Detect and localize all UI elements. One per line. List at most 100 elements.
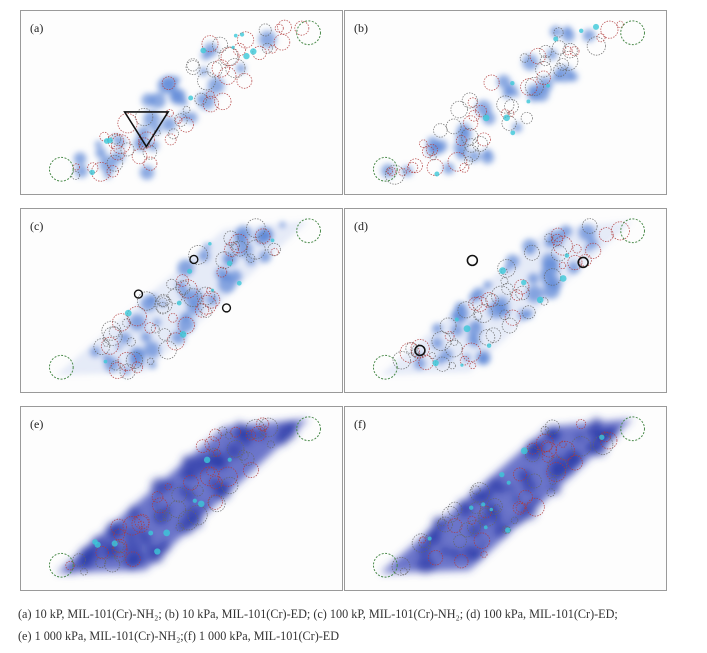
density-blob (413, 357, 426, 370)
density-blob (133, 136, 148, 151)
density-plot-c (48, 218, 321, 380)
framework-cage (422, 145, 435, 158)
density-blob (143, 110, 161, 128)
framework-cage (464, 138, 479, 153)
framework-cage (450, 100, 468, 119)
framework-cage (562, 42, 578, 59)
density-blob (591, 417, 602, 429)
framework-cage (526, 497, 545, 517)
framework-cage (270, 247, 279, 257)
framework-cage (585, 242, 602, 259)
highlight-spot (233, 33, 238, 38)
framework-cage (448, 362, 456, 370)
framework-cage (501, 115, 517, 131)
density-blob (484, 489, 493, 498)
highlight-spot (154, 548, 161, 555)
framework-cage (535, 61, 552, 78)
highlight-spot (536, 296, 544, 304)
framework-cage (447, 151, 468, 172)
density-blob (401, 165, 413, 177)
framework-cage (208, 475, 223, 490)
framework-cage (407, 161, 419, 174)
framework-cage (165, 109, 174, 118)
framework-cage (220, 47, 240, 67)
density-blob (161, 116, 177, 132)
density-blob (203, 42, 218, 57)
density-blob (589, 438, 608, 457)
framework-cage (459, 355, 470, 366)
framework-cage (112, 313, 131, 332)
density-blob (216, 482, 231, 496)
density-blob (449, 548, 459, 558)
density-blob (561, 29, 575, 43)
highlight-spot (599, 434, 605, 440)
density-blob (568, 71, 579, 82)
density-blob (206, 293, 219, 306)
framework-cage (72, 553, 86, 567)
framework-cage (156, 293, 171, 308)
framework-cage (481, 292, 497, 308)
highlight-spot (89, 169, 95, 176)
framework-cage (122, 318, 132, 328)
framework-cage (199, 466, 220, 487)
framework-cage (599, 431, 611, 443)
density-cloud (73, 30, 277, 180)
framework-cage (206, 467, 215, 476)
framework-cage (95, 557, 107, 568)
density-blob (175, 280, 188, 292)
highlight-spot (482, 114, 490, 122)
highlight-spot (103, 359, 108, 364)
framework-cage (91, 162, 111, 182)
density-blob (140, 331, 152, 343)
density-blob (524, 442, 543, 460)
framework-cage (95, 546, 109, 560)
highlight-spots (89, 32, 257, 176)
density-blob (148, 360, 157, 370)
highlight-spot (481, 502, 486, 507)
density-blob (139, 165, 155, 180)
highlight-spot (188, 95, 194, 101)
framework-cage (110, 518, 128, 536)
framework-cage (252, 45, 267, 61)
highlight-spot (179, 331, 187, 338)
highlight-spot (579, 28, 584, 33)
framework-cage (144, 322, 156, 334)
density-blob (75, 165, 88, 178)
framework-cage (80, 568, 88, 576)
density-blob (517, 309, 529, 321)
framework-cage (206, 61, 223, 78)
highlight-spot (486, 343, 492, 348)
framework-cage (236, 72, 253, 89)
framework-cage (553, 235, 573, 256)
framework-cage (202, 95, 220, 113)
framework-cage (467, 97, 478, 108)
density-blob (468, 150, 481, 163)
density-blob (442, 162, 455, 175)
density-blob (496, 74, 511, 89)
corner-cluster (620, 218, 645, 244)
framework-cage (226, 440, 245, 458)
framework-cage (143, 156, 158, 171)
density-blob (106, 521, 124, 539)
framework-cage (166, 278, 177, 290)
framework-cage (405, 342, 418, 355)
framework-cage (87, 162, 99, 174)
density-blob (228, 269, 242, 284)
framework-cage (231, 240, 248, 257)
framework-cage (546, 488, 556, 497)
highlight-spot (210, 288, 215, 292)
framework-cage (529, 47, 547, 65)
framework-cage (450, 338, 459, 346)
density-blob (214, 455, 229, 470)
density-blob (418, 543, 432, 557)
corner-cluster (620, 20, 645, 46)
density-blob (181, 455, 195, 468)
framework-cage (544, 419, 560, 435)
framework-cage (245, 419, 266, 439)
framework-cage (267, 242, 281, 257)
framework-cage (387, 167, 397, 177)
framework-cage (125, 351, 143, 369)
density-blob (549, 483, 561, 495)
framework-cage (384, 164, 405, 185)
highlight-spot (434, 171, 440, 177)
